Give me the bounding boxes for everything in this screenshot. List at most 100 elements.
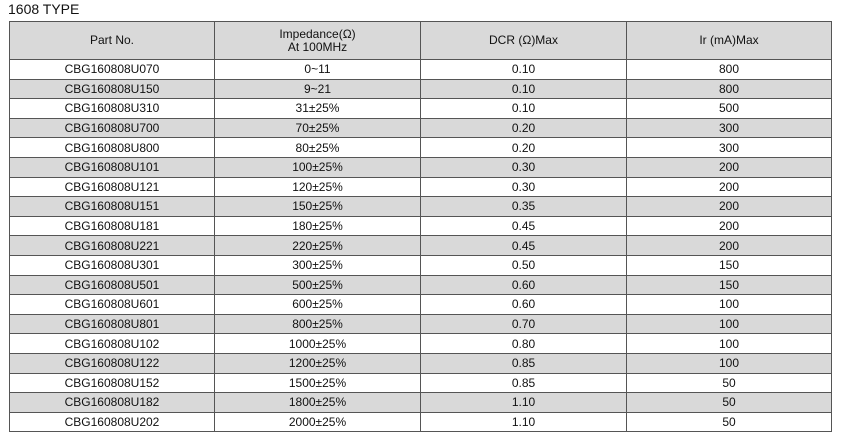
table-cell: 500±25% — [214, 274, 421, 296]
table-row: CBG160808U310 31±25% 0.10 500 — [9, 98, 832, 119]
table-cell: CBG160808U151 — [9, 196, 215, 217]
header-row: Part No. Impedance(Ω) At 100MHz DCR (Ω)M… — [9, 21, 832, 60]
table-cell: 120±25% — [214, 176, 421, 198]
table-row: CBG160808U801 800±25% 0.70 100 — [9, 313, 832, 335]
table-cell: 600±25% — [214, 294, 421, 315]
table-cell: CBG160808U181 — [9, 215, 215, 237]
table-row: CBG160808U122 1200±25% 0.85 100 — [9, 352, 832, 374]
table-cell: 0.10 — [420, 98, 627, 119]
spec-table: Part No. Impedance(Ω) At 100MHz DCR (Ω)M… — [9, 21, 832, 433]
table-row: CBG160808U601 600±25% 0.60 100 — [9, 294, 832, 315]
table-cell: 100 — [626, 352, 832, 374]
table-cell: 0.85 — [420, 372, 627, 394]
table-cell: CBG160808U501 — [9, 274, 215, 296]
table-cell: 200 — [626, 235, 832, 256]
table-cell: 0.45 — [420, 215, 627, 237]
table-row: CBG160808U070 0~11 0.10 800 — [9, 59, 832, 80]
table-cell: 200 — [626, 215, 832, 237]
table-cell: 50 — [626, 411, 832, 433]
table-cell: 500 — [626, 98, 832, 119]
table-cell: 300 — [626, 117, 832, 139]
table-cell: 0.45 — [420, 235, 627, 256]
table-row: CBG160808U152 1500±25% 0.85 50 — [9, 372, 832, 394]
table-row: CBG160808U221 220±25% 0.45 200 — [9, 235, 832, 256]
table-cell: 50 — [626, 392, 832, 413]
table-cell: 0.50 — [420, 254, 627, 276]
title: 1608 TYPE — [8, 1, 80, 17]
table-cell: CBG160808U310 — [9, 98, 215, 119]
table-cell: 0.10 — [420, 78, 627, 100]
header-cell: Impedance(Ω) At 100MHz — [214, 21, 421, 60]
table-cell: 150 — [626, 274, 832, 296]
table-cell: CBG160808U121 — [9, 176, 215, 198]
table-cell: 100 — [626, 313, 832, 335]
table-body: CBG160808U070 0~11 0.10 800 CBG160808U150 9~2… — [9, 59, 832, 433]
table-cell: 100±25% — [214, 156, 421, 178]
table-cell: 0.80 — [420, 333, 627, 354]
table-cell: CBG160808U150 — [9, 78, 215, 100]
table-cell: CBG160808U301 — [9, 254, 215, 276]
table-cell: 50 — [626, 372, 832, 394]
table-cell: 1.10 — [420, 392, 627, 413]
table-cell: 0.20 — [420, 117, 627, 139]
table-cell: 1500±25% — [214, 372, 421, 394]
header-line: Impedance(Ω) — [279, 26, 356, 41]
table-cell: CBG160808U601 — [9, 294, 215, 315]
table-cell: CBG160808U221 — [9, 235, 215, 256]
table-row: CBG160808U151 150±25% 0.35 200 — [9, 196, 832, 217]
table-row: CBG160808U181 180±25% 0.45 200 — [9, 215, 832, 237]
table-cell: 0.60 — [420, 274, 627, 296]
table-cell: 1200±25% — [214, 352, 421, 374]
table-cell: CBG160808U102 — [9, 333, 215, 354]
table-cell: 200 — [626, 176, 832, 198]
table-cell: 800 — [626, 59, 832, 80]
table-cell: 0.30 — [420, 176, 627, 198]
header-cell: DCR (Ω)Max — [420, 21, 627, 60]
table-cell: 0.20 — [420, 137, 627, 158]
table-row: CBG160808U301 300±25% 0.50 150 — [9, 254, 832, 276]
table-cell: 180±25% — [214, 215, 421, 237]
table-cell: 150 — [626, 254, 832, 276]
table-row: CBG160808U102 1000±25% 0.80 100 — [9, 333, 832, 354]
table-cell: CBG160808U801 — [9, 313, 215, 335]
table-cell: 0.85 — [420, 352, 627, 374]
table-cell: CBG160808U202 — [9, 411, 215, 433]
table-cell: CBG160808U182 — [9, 392, 215, 413]
table-cell: 2000±25% — [214, 411, 421, 433]
header-cell: Ir (mA)Max — [626, 21, 832, 60]
table-cell: 800±25% — [214, 313, 421, 335]
table-cell: 220±25% — [214, 235, 421, 256]
table-cell: 150±25% — [214, 196, 421, 217]
table-cell: 0.10 — [420, 59, 627, 80]
table-cell: 1.10 — [420, 411, 627, 433]
header-cell: Part No. — [9, 21, 215, 60]
table-cell: CBG160808U070 — [9, 59, 215, 80]
table-cell: CBG160808U700 — [9, 117, 215, 139]
table-cell: CBG160808U101 — [9, 156, 215, 178]
table-cell: 800 — [626, 78, 832, 100]
table-cell: 80±25% — [214, 137, 421, 158]
table-row: CBG160808U182 1800±25% 1.10 50 — [9, 392, 832, 413]
table-cell: CBG160808U122 — [9, 352, 215, 374]
table-cell: 1800±25% — [214, 392, 421, 413]
table-cell: 31±25% — [214, 98, 421, 119]
table-row: CBG160808U202 2000±25% 1.10 50 — [9, 411, 832, 433]
table-row: CBG160808U150 9~21 0.10 800 — [9, 78, 832, 100]
table-cell: 70±25% — [214, 117, 421, 139]
table-cell: 100 — [626, 333, 832, 354]
table-cell: 300±25% — [214, 254, 421, 276]
table-header: Part No. Impedance(Ω) At 100MHz DCR (Ω)M… — [9, 21, 832, 60]
table-cell: CBG160808U152 — [9, 372, 215, 394]
table-cell: 0.35 — [420, 196, 627, 217]
table-cell: 0.60 — [420, 294, 627, 315]
table-row: CBG160808U101 100±25% 0.30 200 — [9, 156, 832, 178]
table-cell: 0~11 — [214, 59, 421, 80]
header-line: At 100MHz — [287, 39, 348, 54]
table-cell: 200 — [626, 156, 832, 178]
table-cell: 300 — [626, 137, 832, 158]
table-cell: 1000±25% — [214, 333, 421, 354]
table-row: CBG160808U700 70±25% 0.20 300 — [9, 117, 832, 139]
table-cell: 0.70 — [420, 313, 627, 335]
table-cell: 200 — [626, 196, 832, 217]
